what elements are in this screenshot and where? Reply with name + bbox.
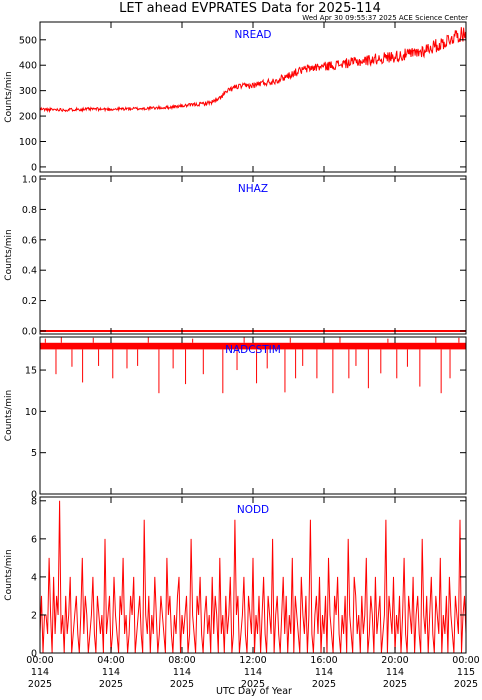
plot-frame [39,175,467,335]
series-nadcstim [40,337,466,394]
y-tick-label: 0 [31,162,37,173]
x-tick-label: 114 [315,667,333,678]
x-tick-label: 2025 [99,679,123,690]
y-tick-label: 2 [31,610,37,621]
x-tick-label: 12:00 [239,655,266,666]
y-tick-label: 0 [31,490,37,501]
x-tick-label: 2025 [28,679,52,690]
x-tick-label: 114 [102,667,120,678]
series-line [39,500,467,654]
panel-title: NADCSTIM [225,344,281,356]
x-tick-label: 114 [386,667,404,678]
x-tick-label: 2025 [454,679,478,690]
panel-title: NODD [237,504,269,516]
x-tick-label: 20:00 [381,655,408,666]
y-tick-label: 200 [19,112,37,123]
y-tick-label: 0.6 [22,235,37,246]
y-tick-label: 0.0 [22,326,37,337]
y-tick-label: 500 [19,35,37,46]
y-tick-label: 0.4 [22,266,37,277]
x-axis-label: UTC Day of Year [216,686,292,697]
y-tick-label: 8 [31,496,37,507]
series-nread [39,27,467,114]
y-tick-label: 0 [31,649,37,660]
y-tick-label: 100 [19,137,37,148]
timestamp-label: Wed Apr 30 09:55:37 2025 ACE Science Cen… [302,14,468,22]
x-tick-label: 2025 [170,679,194,690]
plot-frame [39,21,467,173]
y-tick-label: 0.8 [22,205,37,216]
x-tick-label: 114 [244,667,262,678]
panel-nodd: 0 2 4 6 8 NODD Counts/min [4,496,467,660]
plot-frame [39,336,467,495]
y-axis-label: Counts/min [4,549,14,600]
x-tick-label: 16:00 [310,655,337,666]
panel-nadcstim: 0 5 10 15 NADCSTIM Counts/min [4,336,467,501]
x-tick-label: 115 [457,667,475,678]
x-tick-label: 04:00 [97,655,124,666]
y-tick-label: 15 [25,366,37,377]
x-tick-label: 2025 [312,679,336,690]
series-nodd [39,500,467,654]
figure-title: LET ahead EVPRATES Data for 2025-114 [119,1,381,16]
panel-title: NHAZ [238,183,268,195]
y-tick-label: 1.0 [22,175,37,186]
y-tick-label: 400 [19,61,37,72]
x-tick-label: 2025 [241,679,265,690]
x-tick-label: 00:00 [452,655,479,666]
y-tick-label: 0.2 [22,296,37,307]
x-tick-label: 08:00 [168,655,195,666]
x-tick-labels: 00:00114202504:00114202508:00114202512:0… [26,655,479,690]
y-tick-label: 5 [31,448,37,459]
x-tick-label: 114 [31,667,49,678]
panel-title: NREAD [234,29,271,41]
y-axis-label: Counts/min [4,390,14,441]
y-axis-label: Counts/min [4,229,14,280]
y-tick-label: 10 [25,407,37,418]
panel-nread: 0 100 200 300 400 500 NREAD Counts/min [4,21,467,173]
x-tick-label: 2025 [383,679,407,690]
y-tick-label: 4 [31,572,37,583]
series-band [40,342,466,350]
y-axis-label: Counts/min [4,71,14,122]
x-tick-label: 114 [173,667,191,678]
x-tick-label: 00:00 [26,655,53,666]
series-line [39,27,467,114]
y-tick-label: 300 [19,86,37,97]
panel-nhaz: 0.0 0.2 0.4 0.6 0.8 1.0 NHAZ Counts/min [4,175,467,337]
y-tick-label: 6 [31,534,37,545]
